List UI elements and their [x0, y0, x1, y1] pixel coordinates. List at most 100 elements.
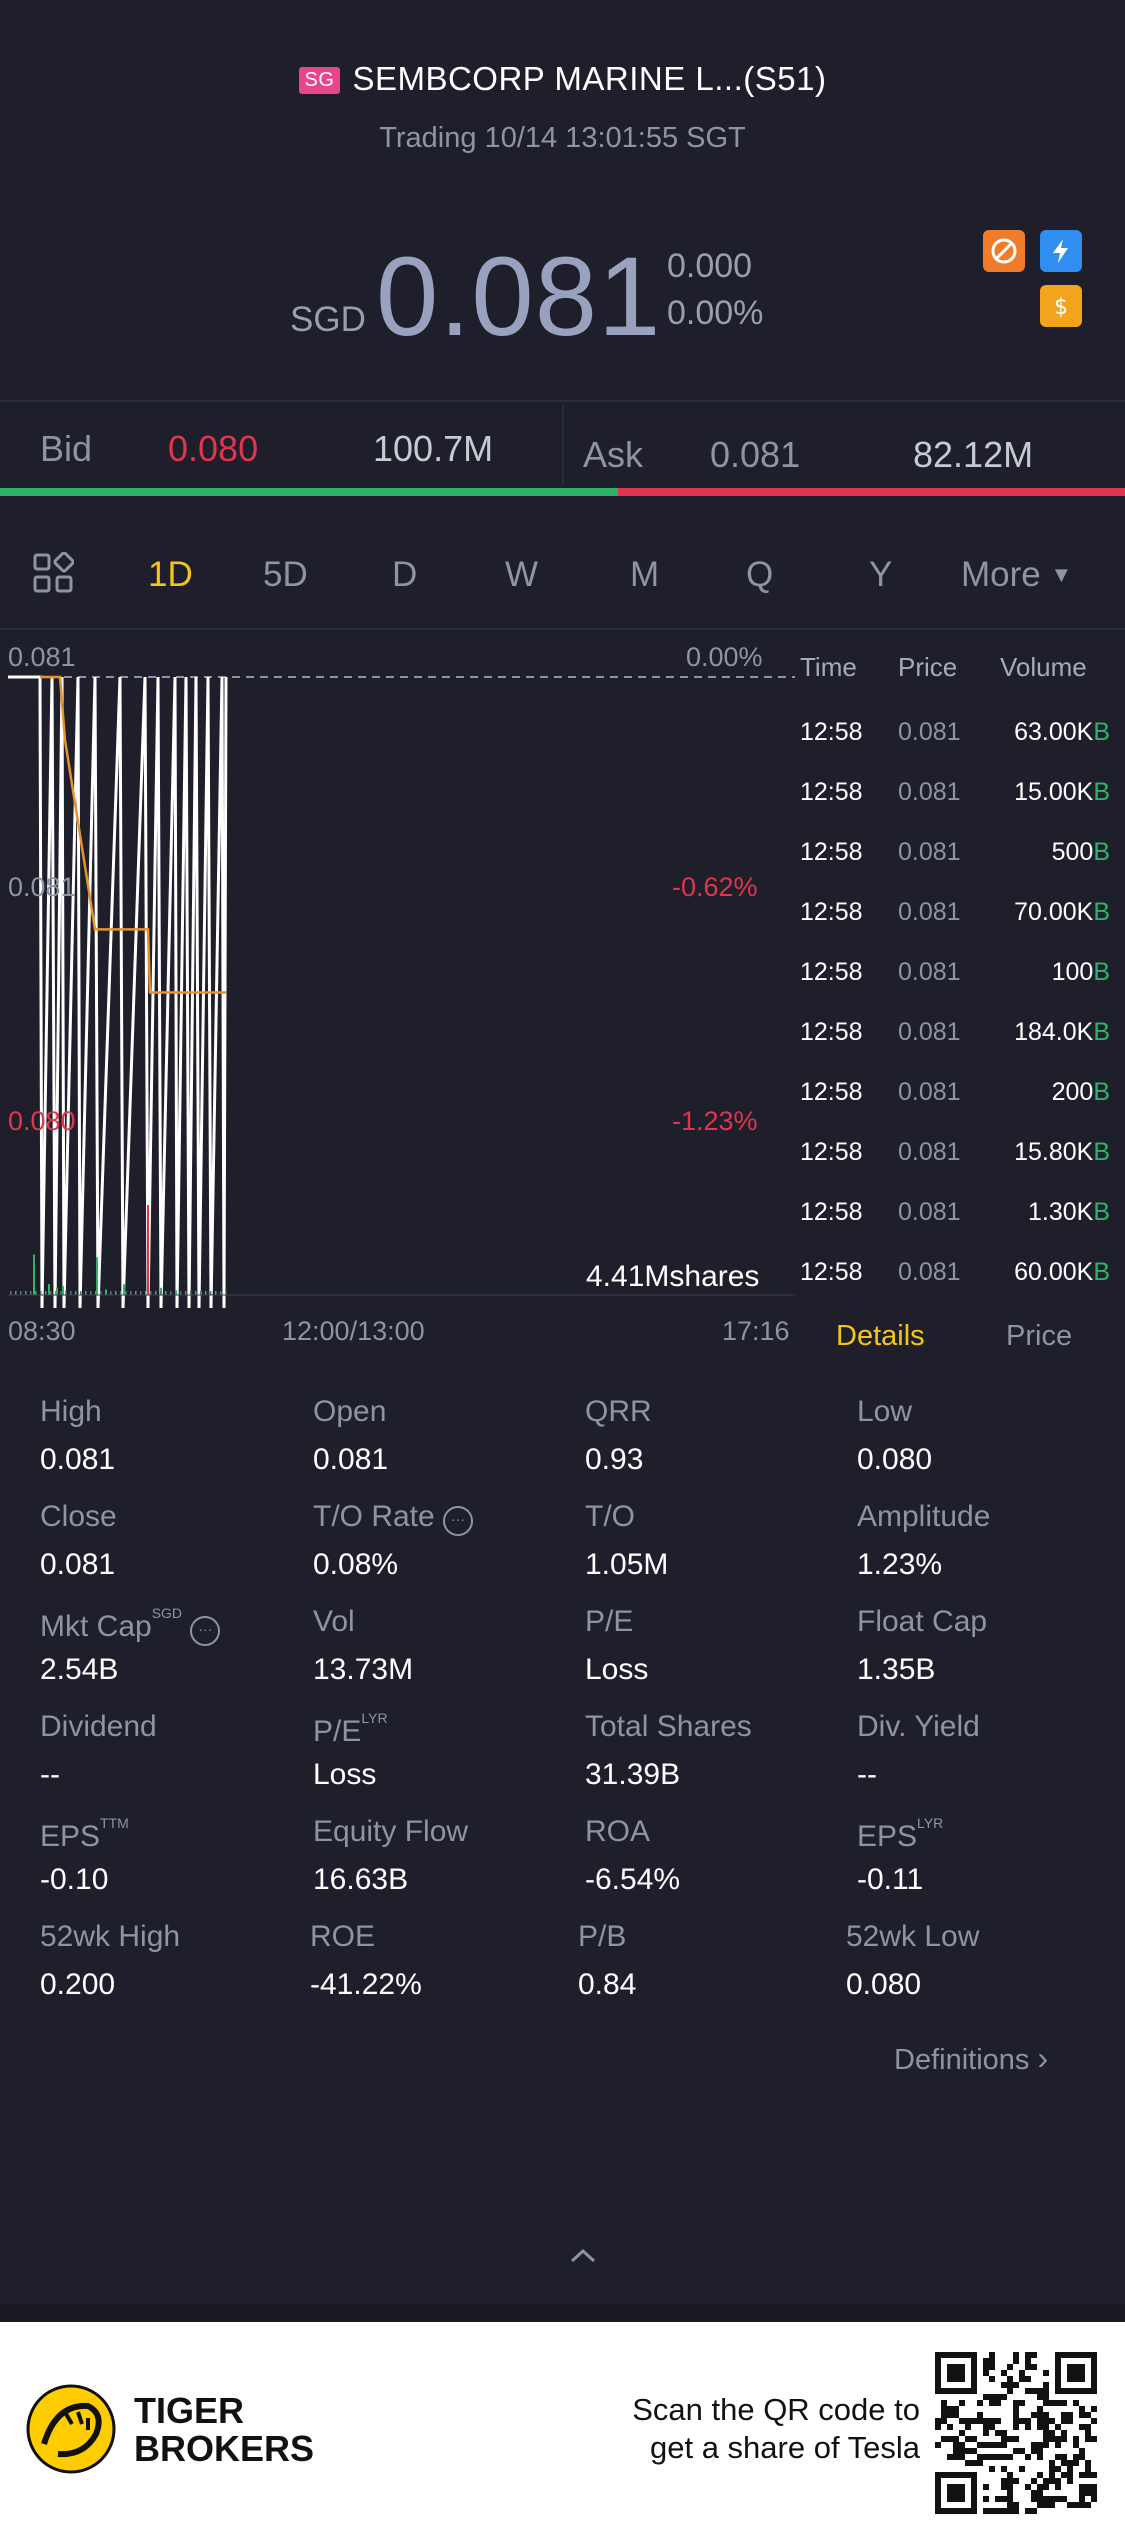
stat-value: -- — [857, 1758, 877, 1791]
volume-bar — [10, 1291, 12, 1295]
qr-code-icon — [935, 2352, 1097, 2514]
volume-bar — [115, 1291, 117, 1295]
trade-volume-value: 70.00K — [1014, 898, 1094, 926]
stat-label: Amplitude — [857, 1500, 990, 1534]
trade-volume-value: 500 — [1051, 838, 1094, 866]
volume-bar — [190, 1291, 192, 1295]
trade-volume: 184.0KB — [1014, 1018, 1110, 1047]
tab-1d[interactable]: 1D — [148, 555, 193, 594]
volume-bar — [185, 1291, 187, 1295]
tab-price[interactable]: Price — [1006, 1320, 1073, 1352]
volume-bar — [160, 1291, 162, 1295]
stat-label-text: EPS — [857, 1820, 918, 1853]
stat-label-text: Equity Flow — [313, 1815, 469, 1848]
stat-label-text: Open — [313, 1395, 387, 1428]
avg-price-line — [40, 675, 226, 994]
trade-volume: 100B — [1052, 958, 1110, 987]
tab-m[interactable]: M — [630, 555, 660, 594]
stat-label-text: Dividend — [40, 1710, 157, 1743]
trade-volume-value: 184.0K — [1014, 1018, 1094, 1046]
tab-q[interactable]: Q — [746, 555, 774, 594]
stat-label-text: Float Cap — [857, 1605, 988, 1638]
trade-time: 12:58 — [800, 718, 863, 746]
chevron-up-icon[interactable] — [567, 2244, 599, 2271]
trade-price: 0.081 — [898, 1018, 961, 1046]
volume-bar — [150, 1291, 152, 1295]
stat-label: Open — [313, 1395, 386, 1429]
tab-more[interactable]: More ▼ — [961, 555, 1072, 595]
volume-bar — [147, 1205, 149, 1295]
trade-price: 0.081 — [898, 1078, 961, 1106]
stat-value: Loss — [585, 1653, 649, 1686]
trade-volume-value: 60.00K — [1014, 1258, 1094, 1286]
stat-value: Loss — [313, 1758, 377, 1791]
tiger-logo-icon — [26, 2384, 116, 2479]
promo-line2: get a share of Tesla — [650, 2430, 920, 2465]
stat-label: EPSLYR — [857, 1815, 943, 1854]
intraday-chart[interactable] — [0, 630, 800, 1310]
stat-value: -41.22% — [310, 1968, 422, 2001]
trade-time: 12:58 — [800, 1078, 863, 1106]
info-icon[interactable]: ··· — [443, 1506, 474, 1536]
trade-price: 0.081 — [898, 958, 961, 986]
tab-w[interactable]: W — [505, 555, 539, 594]
stat-label: Low — [857, 1395, 912, 1429]
stat-value: 1.05M — [585, 1548, 669, 1581]
tab-y[interactable]: Y — [869, 555, 893, 594]
trade-price: 0.081 — [898, 898, 961, 926]
stock-title: SG SEMBCORP MARINE L...(S51) — [0, 60, 1125, 98]
trade-row: 12:58 0.081 184.0KB — [800, 1018, 1110, 1058]
trade-row: 12:58 0.081 1.30KB — [800, 1198, 1110, 1238]
tab-d[interactable]: D — [392, 555, 418, 594]
volume-bar — [195, 1291, 197, 1295]
time-axis-start: 08:30 — [8, 1316, 76, 1346]
trade-side: B — [1093, 1018, 1110, 1046]
trade-volume-value: 1.30K — [1027, 1198, 1094, 1226]
bottom-separator — [0, 2304, 1125, 2322]
volume-bar — [125, 1291, 127, 1295]
volume-bar — [85, 1291, 87, 1295]
volume-bars — [10, 1205, 227, 1295]
no-short-icon[interactable] — [983, 230, 1025, 272]
tab-5d[interactable]: 5D — [263, 555, 308, 594]
trade-volume-value: 100 — [1051, 958, 1094, 986]
trade-volume: 15.80KB — [1014, 1138, 1110, 1167]
stat-label: Vol — [313, 1605, 355, 1639]
stat-label: High — [40, 1395, 102, 1429]
stat-value: 0.081 — [40, 1548, 116, 1581]
trade-row: 12:58 0.081 63.00KB — [800, 718, 1110, 758]
stat-label: P/B — [578, 1920, 626, 1954]
stat-label: Total Shares — [585, 1710, 752, 1744]
chevron-right-icon: › — [1037, 2040, 1049, 2076]
grid-layout-icon[interactable] — [32, 551, 75, 599]
dollar-icon[interactable]: $ — [1040, 285, 1082, 327]
volume-bar — [20, 1291, 22, 1295]
stat-label: EPSTTM — [40, 1815, 129, 1854]
lightning-level1-icon[interactable] — [1040, 230, 1082, 272]
trade-row: 12:58 0.081 500B — [800, 838, 1110, 878]
trade-row: 12:58 0.081 60.00KB — [800, 1258, 1110, 1298]
stat-value: 0.080 — [857, 1443, 933, 1476]
stat-label: Mkt CapSGD ··· — [40, 1605, 221, 1646]
volume-bar — [220, 1291, 222, 1295]
stat-label-text: 52wk High — [40, 1920, 181, 1953]
volume-bar — [180, 1291, 182, 1295]
stat-label-text: Total Shares — [585, 1710, 752, 1743]
stat-value: -0.10 — [40, 1863, 109, 1896]
trade-price: 0.081 — [898, 1198, 961, 1226]
info-icon[interactable]: ··· — [190, 1616, 221, 1646]
stat-label-text: Div. Yield — [857, 1710, 980, 1743]
trade-volume: 63.00KB — [1014, 718, 1110, 747]
stat-value: 1.35B — [857, 1653, 936, 1686]
stat-label: 52wk High — [40, 1920, 180, 1954]
volume-bar — [95, 1291, 97, 1295]
stat-value: -0.11 — [857, 1863, 924, 1896]
trade-volume: 1.30KB — [1028, 1198, 1110, 1227]
trade-time: 12:58 — [800, 958, 863, 986]
tab-details[interactable]: Details — [836, 1320, 925, 1352]
definitions-link[interactable]: Definitions › — [894, 2040, 1048, 2077]
trade-volume: 200B — [1052, 1078, 1110, 1107]
trade-side: B — [1093, 958, 1110, 986]
volume-bar — [110, 1291, 112, 1295]
stat-value: -6.54% — [585, 1863, 681, 1896]
